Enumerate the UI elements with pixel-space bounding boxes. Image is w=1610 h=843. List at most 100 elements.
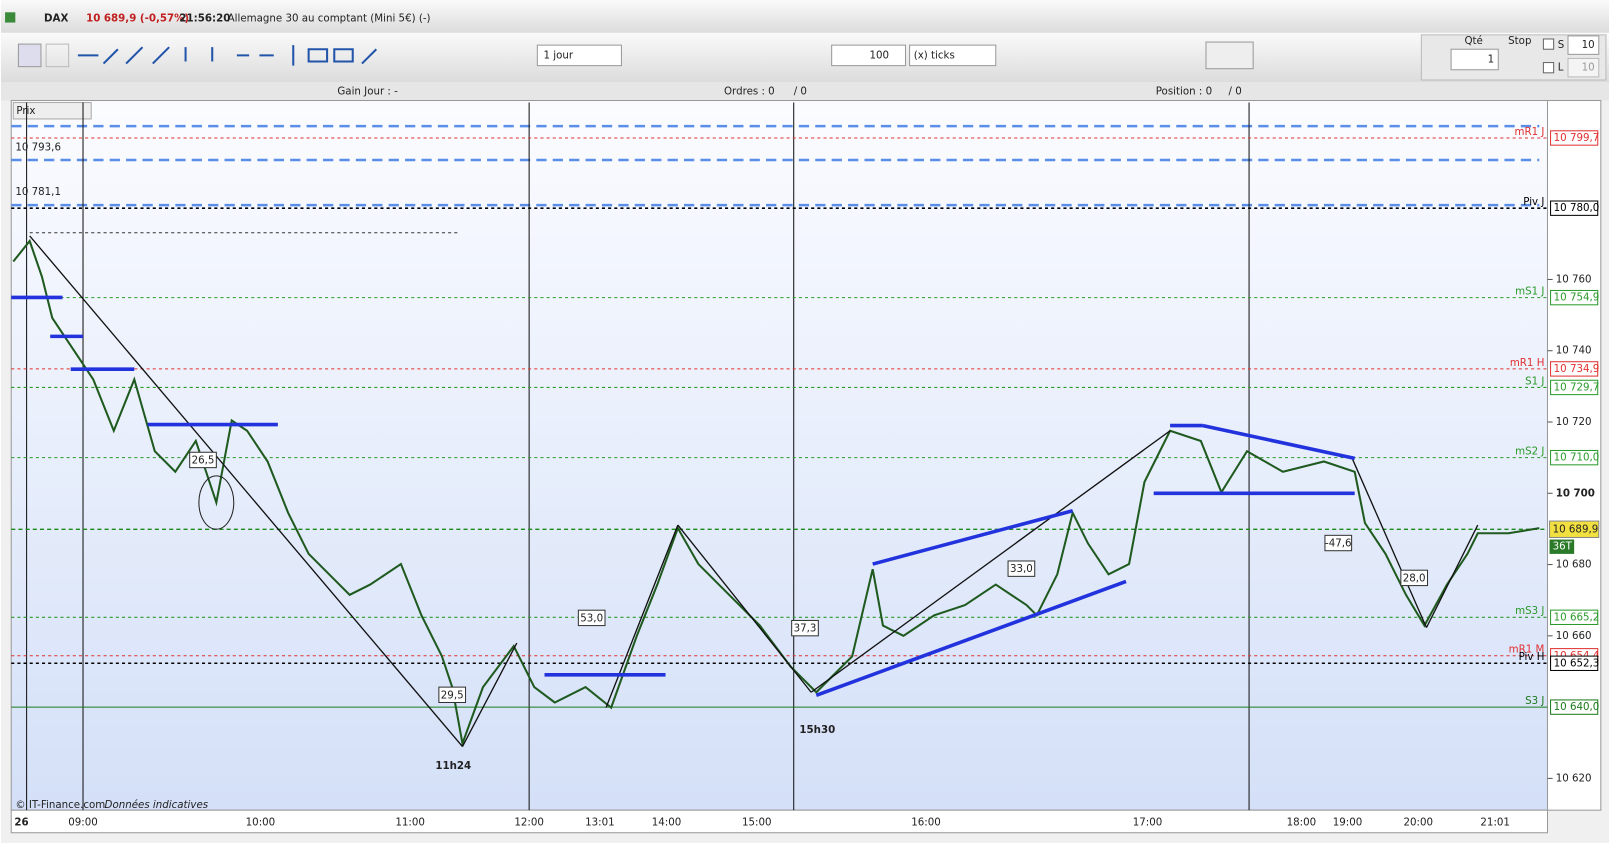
level-label: 10 799,7: [1554, 132, 1600, 144]
level-label: 10 780,0: [1554, 202, 1600, 214]
period-select[interactable]: [536, 44, 622, 67]
ticks-unit: (x) ticks: [914, 49, 955, 61]
value-box-label: 26,5: [192, 454, 215, 466]
qty-input[interactable]: [1450, 48, 1499, 71]
qty: 1: [1488, 53, 1495, 65]
period: 1 jour: [543, 49, 573, 61]
s-label: S: [1558, 39, 1565, 51]
time-label: 26: [14, 816, 28, 828]
plot-area: [10, 99, 1549, 811]
volume: 36T: [1553, 541, 1573, 553]
price-tick-label: 10 680: [1556, 559, 1592, 571]
price-tick-label: 10 760: [1556, 273, 1592, 285]
trend-line: [1425, 524, 1479, 628]
trend-line: [605, 524, 679, 708]
ticks-input[interactable]: [831, 44, 907, 67]
panel-tab[interactable]: [12, 102, 92, 120]
time-label: 11:00: [395, 816, 425, 828]
price-path: [12, 238, 1540, 748]
footer-note: Données indicatives: [105, 799, 209, 811]
qty-label: Qté: [1464, 35, 1482, 47]
value-box: [1400, 569, 1429, 587]
trend-line: [461, 642, 518, 747]
time-label: 20:00: [1404, 816, 1434, 828]
time-label: 10:00: [246, 816, 276, 828]
price-tick-label: 10 720: [1556, 416, 1592, 428]
value-box-label: 53,0: [580, 612, 603, 624]
level-name: mR1 H: [1510, 357, 1545, 369]
time-label: 17:00: [1133, 816, 1163, 828]
app-icon: [5, 12, 16, 23]
value-box: [1324, 534, 1353, 552]
level-label: 10 665,2: [1554, 611, 1600, 623]
level-name: S3 J: [1525, 695, 1544, 707]
time-label: 16:00: [911, 816, 941, 828]
drawing-tools[interactable]: [17, 43, 378, 68]
level-label: 10 710,0: [1554, 452, 1600, 464]
time-label: 09:00: [68, 816, 98, 828]
toolbar: [0, 32, 1610, 83]
level-box: [1550, 449, 1599, 466]
orders: Ordres : 0: [724, 85, 775, 97]
level-box: [1550, 361, 1599, 377]
level-box: [1550, 655, 1599, 671]
current-price-box: [1549, 520, 1600, 538]
value-box-label: 33,0: [1010, 563, 1033, 575]
time-label: 12:00: [514, 816, 544, 828]
time-label: 15:00: [742, 816, 772, 828]
annotation: 11h24: [435, 760, 471, 772]
value-box-label: 28,0: [1403, 572, 1426, 584]
volume-box: [1549, 539, 1575, 554]
time-label: 19:00: [1333, 816, 1363, 828]
trend-line: [29, 235, 463, 748]
level-name: Piv H: [1519, 651, 1545, 663]
level-box: [1550, 379, 1599, 396]
left-price-label: 10 793,6: [15, 141, 61, 153]
trend-line: [810, 430, 1171, 693]
trend-line: [677, 524, 812, 693]
level-label: 10 640,0: [1554, 701, 1600, 713]
level-name: mS1 J: [1515, 285, 1544, 297]
value-box: [1007, 560, 1036, 577]
l-checkbox[interactable]: [1542, 62, 1555, 74]
s-checkbox[interactable]: [1542, 38, 1555, 50]
l-label: L: [1558, 62, 1564, 74]
l-input[interactable]: [1567, 57, 1600, 78]
value-box: [577, 609, 606, 627]
value-box-label: 37,3: [794, 623, 817, 635]
value-box-label: -47,6: [1325, 538, 1352, 550]
time-label: 21:01: [1480, 816, 1510, 828]
panel-label: Prix: [16, 105, 35, 117]
blue-line: [1202, 423, 1356, 461]
value-box-label: 29,5: [441, 689, 464, 701]
level-box: [1550, 699, 1599, 715]
annotation: 15h30: [799, 724, 835, 736]
header-time: 21:56:20: [179, 12, 230, 24]
position-sep: / 0: [1229, 85, 1242, 97]
price-tick-label: 10 620: [1556, 772, 1592, 784]
s-input[interactable]: [1567, 35, 1600, 55]
level-box: [1550, 200, 1599, 216]
time-axis: [10, 809, 1549, 834]
status-bar: [0, 82, 1610, 101]
stop-label: Stop: [1508, 35, 1531, 47]
level-name: S1 J: [1525, 375, 1544, 387]
s-value: 10: [1582, 39, 1595, 51]
chart-type-button[interactable]: [1205, 41, 1254, 70]
price-tick-label: 10 660: [1556, 630, 1592, 642]
level-box: [1550, 289, 1599, 306]
level-label: 10 652,3: [1554, 657, 1600, 669]
position: Position : 0: [1156, 85, 1212, 97]
value-box: [791, 619, 819, 637]
ticks-unit-select[interactable]: [909, 44, 997, 67]
current-price: 10 689,9: [1553, 523, 1599, 535]
level-label: 10 729,7: [1554, 381, 1600, 393]
level-box: [1550, 609, 1599, 625]
price-tick-label: 10 700: [1556, 487, 1595, 499]
blue-line: [815, 579, 1127, 698]
orders-sep: / 0: [794, 85, 807, 97]
time-label: 14:00: [652, 816, 682, 828]
blue-line: [872, 508, 1074, 566]
ticks-value: 100: [870, 49, 890, 61]
circle-marker: [198, 475, 235, 530]
